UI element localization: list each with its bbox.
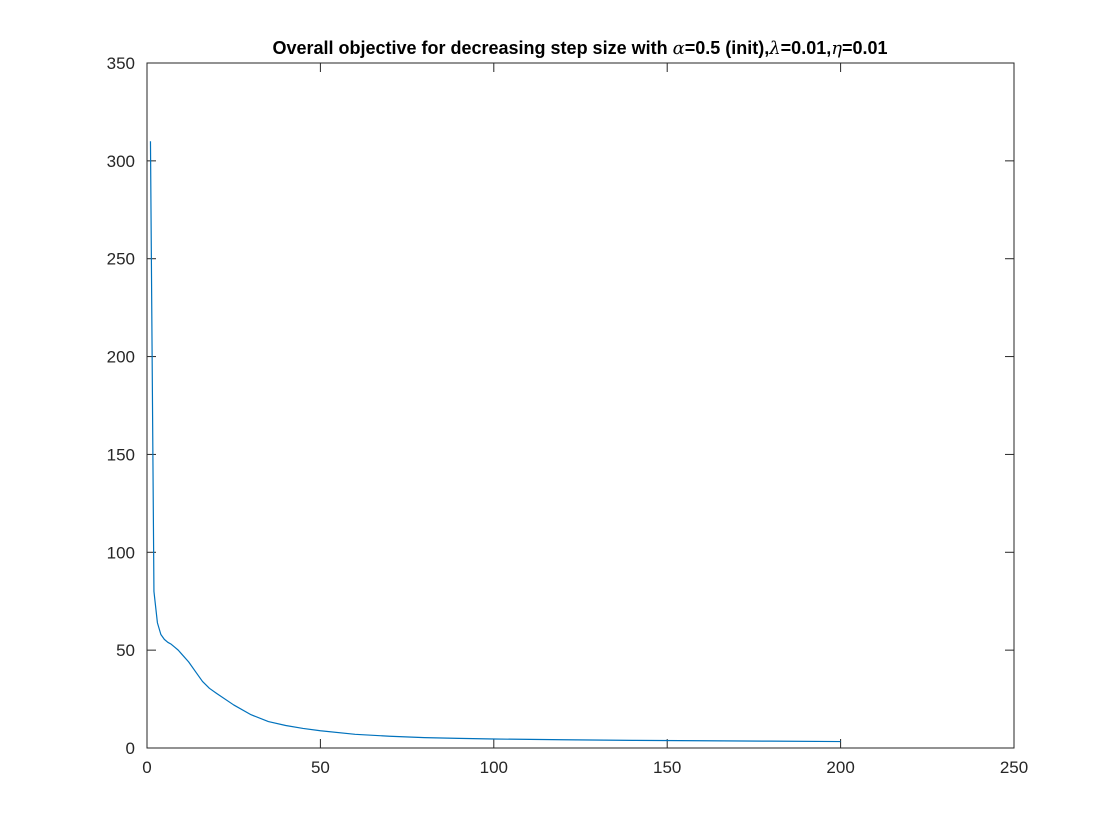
chart-title-part: =0.01, [781, 38, 832, 58]
y-tick-label: 350 [107, 54, 135, 73]
y-tick-label: 300 [107, 152, 135, 171]
y-tick-label: 150 [107, 445, 135, 464]
y-tick-label: 0 [126, 739, 135, 758]
x-tick-label: 0 [142, 758, 151, 777]
plot-area [146, 62, 1015, 749]
series-line [149, 141, 841, 743]
chart-title-part: Overall objective for decreasing step si… [272, 38, 672, 58]
x-tick-label: 250 [1000, 758, 1028, 777]
x-axis-tick-labels: 0 50 100 150 200 250 [142, 758, 1028, 777]
chart-title-part: α [673, 38, 685, 59]
series-group [149, 141, 841, 743]
chart-title-part: =0.01 [842, 38, 888, 58]
x-tick-label: 200 [826, 758, 854, 777]
chart-title-part: =0.5 (init), [685, 38, 770, 58]
chart-title: Overall objective for decreasing step si… [272, 38, 887, 59]
y-axis-tick-labels: 0 50 100 150 200 250 300 350 [107, 54, 135, 758]
x-tick-label: 150 [653, 758, 681, 777]
x-tick-label: 100 [480, 758, 508, 777]
axis-ticks [146, 62, 1015, 749]
chart-title-part: λ [768, 38, 780, 59]
y-tick-label: 200 [107, 348, 135, 367]
y-tick-label: 100 [107, 543, 135, 562]
x-tick-label: 50 [311, 758, 330, 777]
y-tick-label: 250 [107, 250, 135, 269]
y-tick-label: 50 [116, 641, 135, 660]
chart-title-part: η [831, 38, 842, 59]
